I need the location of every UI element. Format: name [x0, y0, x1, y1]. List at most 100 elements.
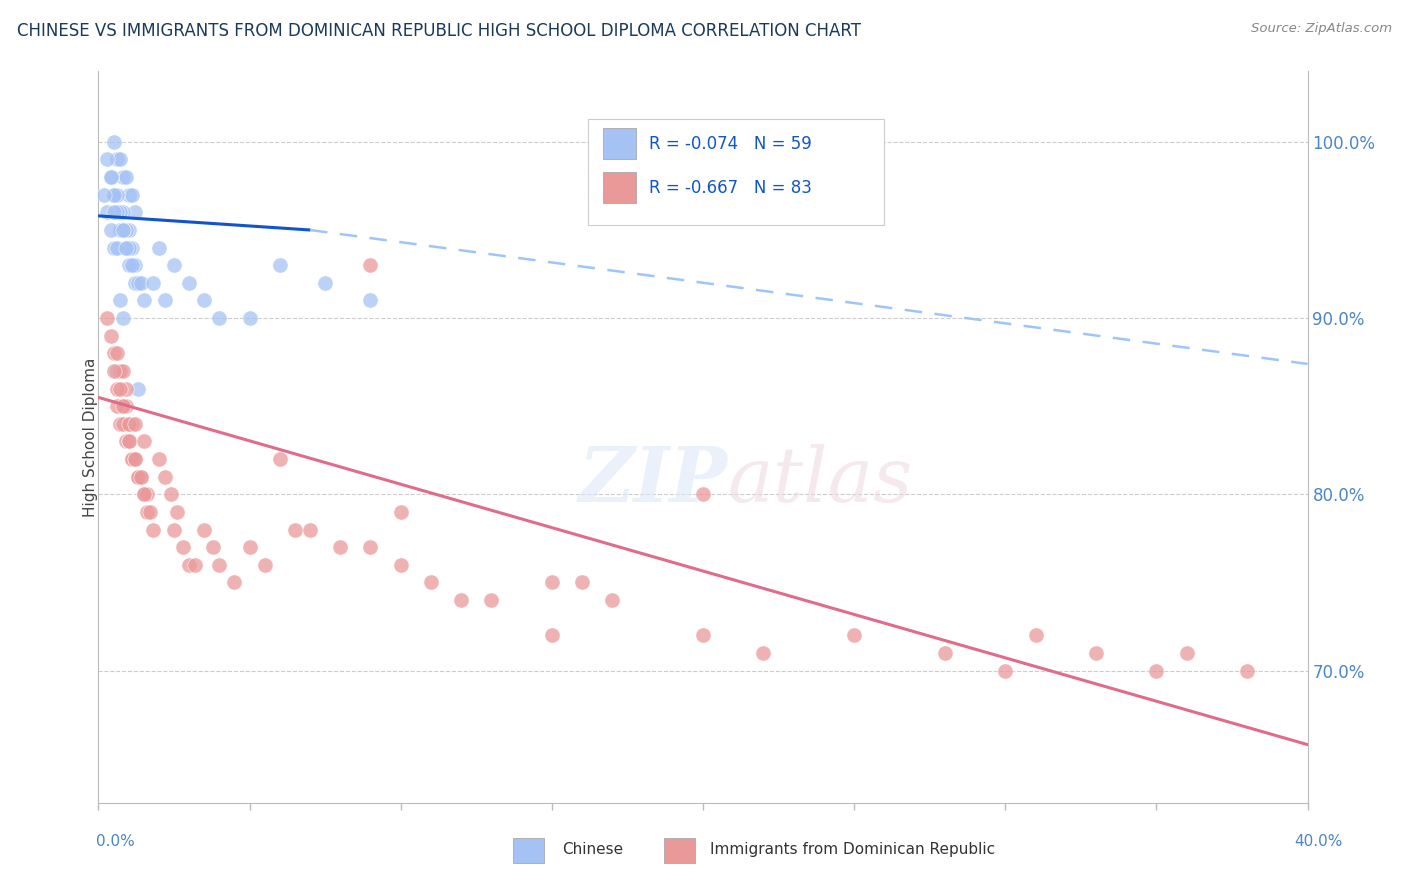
Point [208, 311, 231, 326]
Point [269, 258, 291, 272]
Point [253, 558, 276, 572]
Y-axis label: High School Diploma: High School Diploma [83, 358, 97, 516]
Point [118, 223, 141, 237]
Point [163, 523, 186, 537]
Point [239, 540, 262, 554]
Point [148, 452, 170, 467]
Point [103, 364, 125, 378]
Point [111, 417, 134, 431]
Point [108, 223, 131, 237]
Point [450, 593, 472, 607]
Point [135, 487, 157, 501]
Point [202, 540, 225, 554]
Point [111, 311, 134, 326]
Point [111, 205, 134, 219]
Point [118, 241, 141, 255]
Point [111, 223, 134, 237]
Point [481, 593, 503, 607]
Point [108, 153, 131, 167]
Text: R = -0.667   N = 83: R = -0.667 N = 83 [648, 178, 811, 196]
Point [135, 505, 157, 519]
Point [329, 540, 352, 554]
Point [124, 417, 146, 431]
Point [103, 205, 125, 219]
Point [844, 628, 866, 642]
Point [934, 646, 956, 660]
Point [124, 452, 146, 467]
Point [184, 558, 207, 572]
Point [121, 241, 143, 255]
Point [118, 417, 141, 431]
Point [121, 258, 143, 272]
Point [96, 205, 118, 219]
Point [118, 417, 141, 431]
Point [179, 558, 201, 572]
Point [121, 258, 143, 272]
Point [1175, 646, 1198, 660]
Point [172, 540, 194, 554]
Point [121, 187, 143, 202]
Point [118, 187, 141, 202]
Point [114, 399, 136, 413]
Point [103, 135, 125, 149]
Point [111, 223, 134, 237]
Point [105, 399, 128, 413]
Point [103, 187, 125, 202]
Point [114, 223, 136, 237]
Point [602, 593, 624, 607]
Text: 0.0%: 0.0% [96, 834, 135, 849]
Point [96, 153, 118, 167]
Point [121, 417, 143, 431]
Point [692, 487, 714, 501]
Point [127, 382, 149, 396]
Point [105, 382, 128, 396]
Point [148, 241, 170, 255]
Point [166, 505, 188, 519]
Point [103, 241, 125, 255]
Bar [603, 128, 637, 159]
Point [108, 364, 131, 378]
Point [108, 205, 131, 219]
Point [284, 523, 307, 537]
Bar [603, 172, 637, 203]
Point [129, 469, 152, 483]
Point [111, 399, 134, 413]
Point [160, 487, 183, 501]
Point [108, 205, 131, 219]
Point [224, 575, 246, 590]
Text: Immigrants from Dominican Republic: Immigrants from Dominican Republic [710, 842, 995, 856]
Point [108, 382, 131, 396]
Text: R = -0.074   N = 59: R = -0.074 N = 59 [648, 135, 811, 153]
Point [118, 434, 141, 449]
Point [114, 241, 136, 255]
Point [103, 187, 125, 202]
Text: 40.0%: 40.0% [1295, 834, 1343, 849]
Text: Source: ZipAtlas.com: Source: ZipAtlas.com [1251, 22, 1392, 36]
Point [153, 293, 176, 308]
Point [114, 434, 136, 449]
Point [111, 223, 134, 237]
Point [132, 434, 155, 449]
Point [132, 487, 155, 501]
Point [269, 452, 291, 467]
Point [314, 276, 336, 290]
Point [163, 258, 186, 272]
Point [111, 170, 134, 185]
Point [93, 187, 115, 202]
Point [193, 293, 215, 308]
Point [127, 469, 149, 483]
Point [129, 469, 152, 483]
Point [193, 523, 215, 537]
Point [571, 575, 593, 590]
Point [540, 628, 562, 642]
Point [100, 170, 122, 185]
Text: ZIP: ZIP [578, 444, 727, 518]
Point [420, 575, 443, 590]
Point [132, 293, 155, 308]
Point [114, 382, 136, 396]
Point [1144, 664, 1167, 678]
Point [111, 364, 134, 378]
Point [100, 170, 122, 185]
FancyBboxPatch shape [588, 119, 884, 225]
Point [118, 241, 141, 255]
